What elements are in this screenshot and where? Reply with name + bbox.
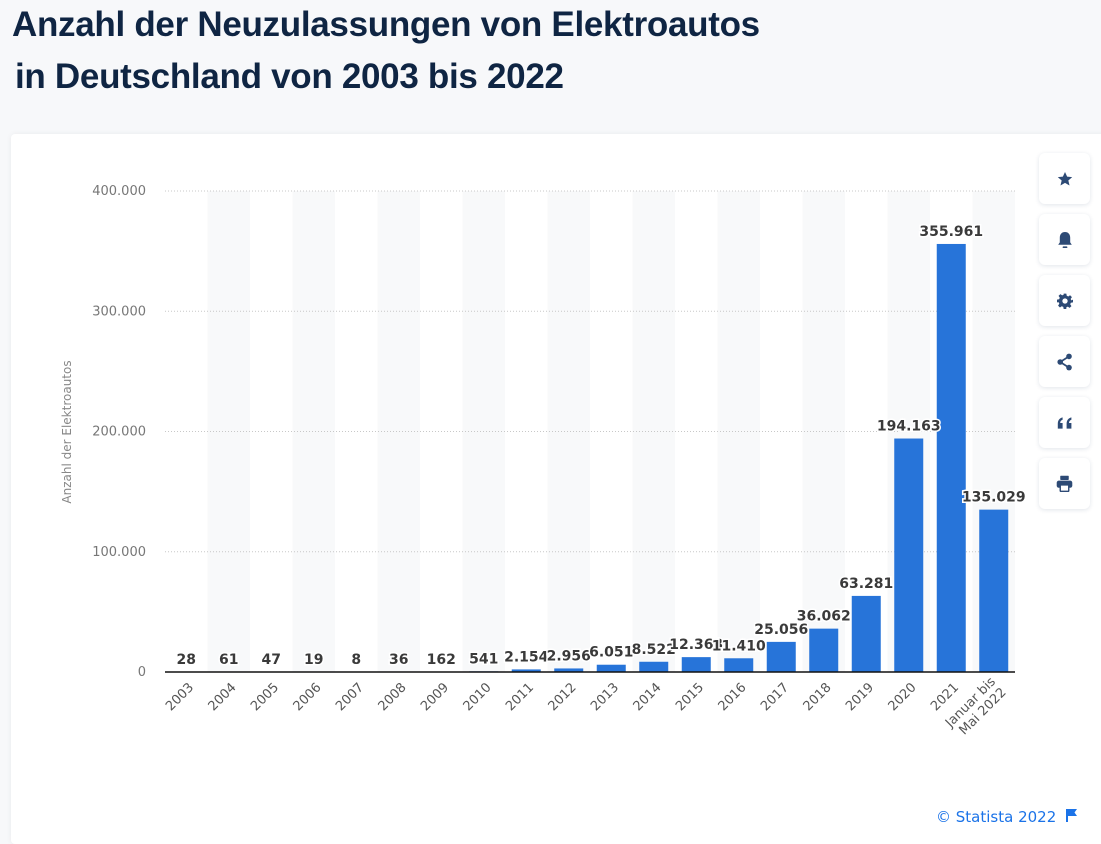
- x-tick-label: 2016: [716, 680, 750, 714]
- x-tick-label: 2017: [758, 680, 792, 714]
- notification-button[interactable]: [1039, 214, 1090, 265]
- x-tick-label-line: 2007: [333, 680, 367, 714]
- column-band: [633, 191, 676, 672]
- x-tick-label: 2012: [546, 680, 580, 714]
- value-label: 162: [427, 652, 456, 668]
- value-label: 36.062: [797, 609, 851, 625]
- x-tick-label: 2018: [801, 680, 835, 714]
- print-icon: [1056, 475, 1073, 492]
- y-tick-label: 100.000: [92, 545, 146, 560]
- y-tick-label: 200.000: [92, 425, 146, 440]
- y-tick-label: 400.000: [92, 184, 146, 199]
- x-tick-label-line: 2008: [376, 680, 410, 714]
- x-tick-label: 2019: [843, 680, 877, 714]
- x-tick-label: 2007: [333, 680, 367, 714]
- quote-icon: [1057, 417, 1073, 429]
- x-tick-label: 2004: [206, 680, 240, 714]
- value-label: 63.281: [839, 576, 893, 592]
- x-tick-label-line: 2010: [461, 680, 495, 714]
- value-label: 135.029: [962, 490, 1026, 506]
- print-button[interactable]: [1039, 458, 1090, 509]
- bar: [894, 439, 923, 672]
- bar: [597, 665, 626, 672]
- value-label: 6.051: [589, 645, 633, 661]
- bar: [852, 596, 881, 672]
- x-tick-label-line: 2005: [248, 680, 282, 714]
- bar: [682, 657, 711, 672]
- value-label: 47: [262, 652, 281, 668]
- bar: [724, 658, 753, 672]
- x-tick-label-line: 2020: [886, 680, 920, 714]
- bar: [979, 510, 1008, 672]
- x-tick-label-line: 2019: [843, 680, 877, 714]
- x-tick-label-line: 2009: [418, 680, 452, 714]
- value-label: 36: [389, 652, 408, 668]
- bell-icon: [1057, 231, 1073, 249]
- x-tick-label-line: 2012: [546, 680, 580, 714]
- bar: [639, 662, 668, 672]
- value-label: 28: [177, 652, 196, 668]
- x-tick-label: 2009: [418, 680, 452, 714]
- column-band: [548, 191, 591, 672]
- share-button[interactable]: [1039, 336, 1090, 387]
- column-band: [803, 191, 846, 672]
- x-tick-label-line: 2015: [673, 680, 707, 714]
- value-label: 2.956: [547, 648, 591, 664]
- value-label: 355.961: [919, 224, 983, 240]
- y-tick-label: 0: [138, 665, 146, 680]
- value-label: 19: [304, 652, 323, 668]
- share-icon: [1057, 353, 1073, 371]
- x-tick-label-line: 2016: [716, 680, 750, 714]
- x-tick-label-line: 2013: [588, 680, 622, 714]
- value-label: 194.163: [877, 419, 941, 435]
- star-icon: [1057, 171, 1073, 187]
- x-tick-label: 2010: [461, 680, 495, 714]
- settings-button[interactable]: [1039, 275, 1090, 326]
- x-tick-label: 2011: [503, 680, 537, 714]
- x-tick-label: 2015: [673, 680, 707, 714]
- x-tick-label: 2013: [588, 680, 622, 714]
- y-axis-ticks: 0 100.000 200.000 300.000 400.000: [92, 184, 146, 680]
- bar: [937, 244, 966, 672]
- x-tick-label-line: 2004: [206, 680, 240, 714]
- value-label: 8: [351, 652, 361, 668]
- x-tick-label-line: 2003: [163, 680, 197, 714]
- x-tick-label-line: 2017: [758, 680, 792, 714]
- flag-icon[interactable]: [1066, 808, 1077, 826]
- copyright-link[interactable]: © Statista 2022: [936, 808, 1056, 826]
- x-tick-label-line: 2011: [503, 680, 537, 714]
- footer: © Statista 2022: [936, 808, 1077, 826]
- x-tick-label-line: 2018: [801, 680, 835, 714]
- value-label: 61: [219, 652, 238, 668]
- bar: [767, 642, 796, 672]
- y-tick-label: 300.000: [92, 304, 146, 319]
- cite-button[interactable]: [1039, 397, 1090, 448]
- favorite-button[interactable]: [1039, 153, 1090, 204]
- value-label: 541: [469, 651, 498, 667]
- x-tick-label: 2006: [291, 680, 325, 714]
- x-tick-label: 2008: [376, 680, 410, 714]
- bar: [809, 629, 838, 672]
- chart-toolbar: [1039, 153, 1090, 519]
- x-tick-label: 2005: [248, 680, 282, 714]
- gear-icon: [1057, 293, 1073, 309]
- x-tick-label: 2003: [163, 680, 197, 714]
- column-band: [378, 191, 421, 672]
- x-tick-label-line: 2014: [631, 680, 665, 714]
- column-band: [293, 191, 336, 672]
- x-tick-label: 2014: [631, 680, 665, 714]
- x-tick-label: 2020: [886, 680, 920, 714]
- value-label: 11.410: [712, 638, 766, 654]
- x-tick-label-line: 2006: [291, 680, 325, 714]
- y-axis-label: Anzahl der Elektroautos: [60, 360, 74, 503]
- value-label: 2.154: [504, 649, 549, 665]
